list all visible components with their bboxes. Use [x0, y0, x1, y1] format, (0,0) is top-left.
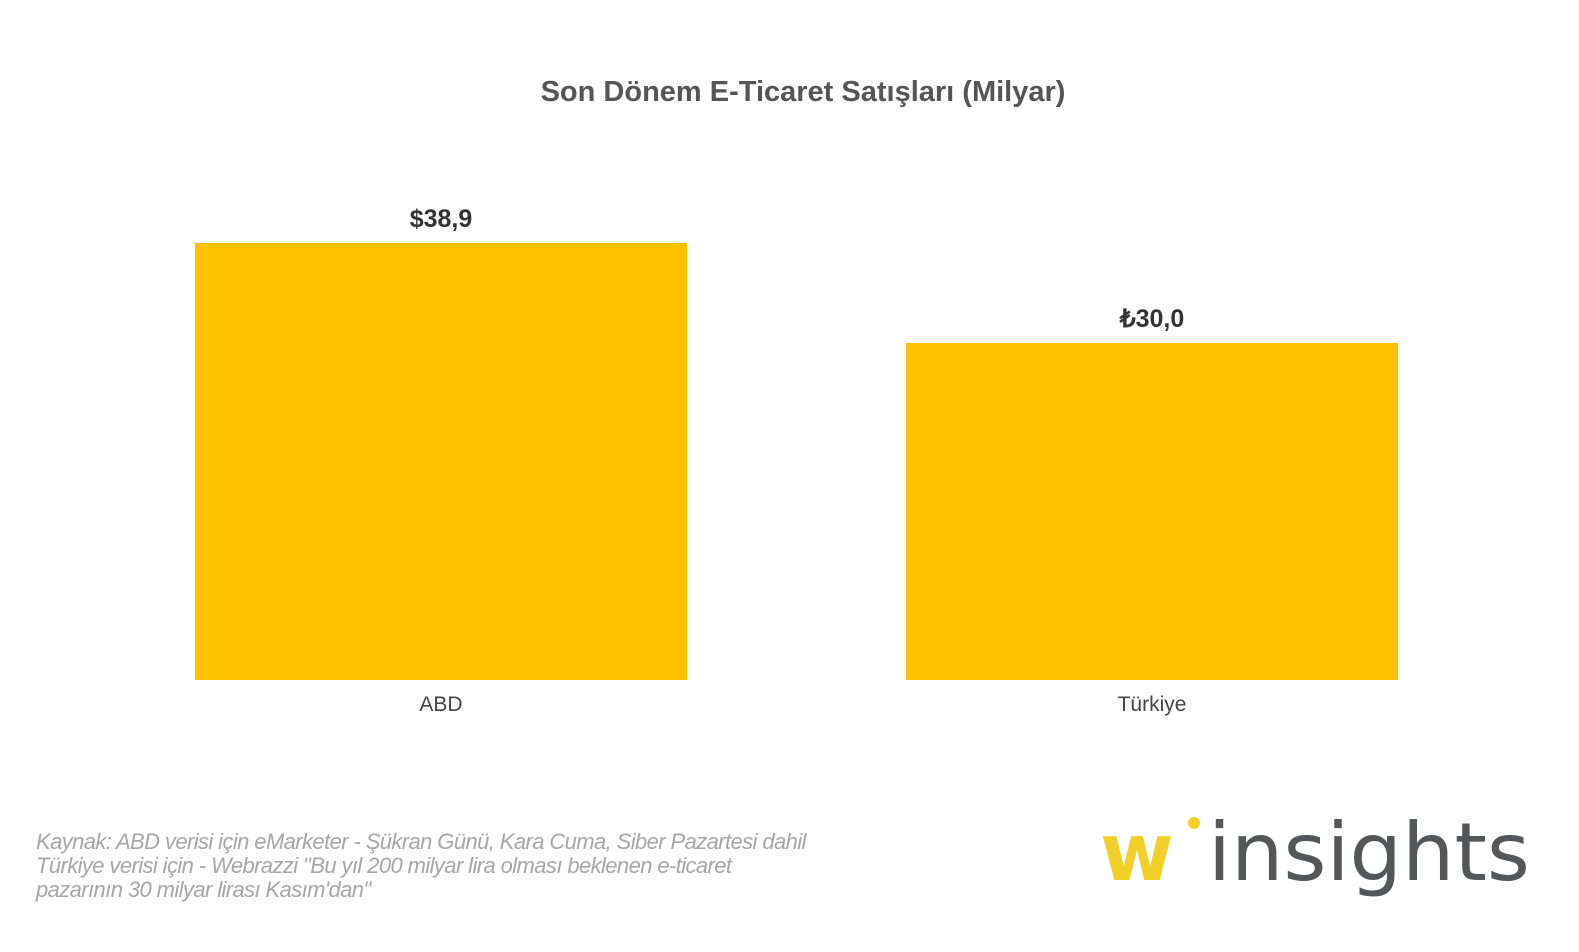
chart-title: Son Dönem E-Ticaret Satışları (Milyar)	[541, 76, 1066, 108]
bar-türkiye	[906, 342, 1398, 680]
logo-dot-icon	[1188, 817, 1200, 829]
source-line-1: Kaynak: ABD verisi için eMarketer - Şükr…	[36, 829, 806, 854]
x-tick-label: ABD	[419, 693, 462, 716]
logo-text: insights	[1208, 806, 1530, 899]
bar-abd	[195, 243, 687, 680]
logo-w: w	[1100, 806, 1174, 899]
data-label: $38,9	[410, 205, 473, 233]
source-line-2: Türkiye verisi için - Webrazzi "Bu yıl 2…	[36, 853, 732, 878]
source-note: Kaynak: ABD verisi için eMarketer - Şükr…	[36, 830, 806, 902]
winsights-logo: w insights	[1100, 806, 1530, 899]
source-line-3: pazarının 30 milyar lirası Kasım'dan"	[36, 877, 371, 902]
x-tick-label: Türkiye	[1118, 693, 1187, 716]
data-label: ₺30,0	[1119, 305, 1185, 333]
